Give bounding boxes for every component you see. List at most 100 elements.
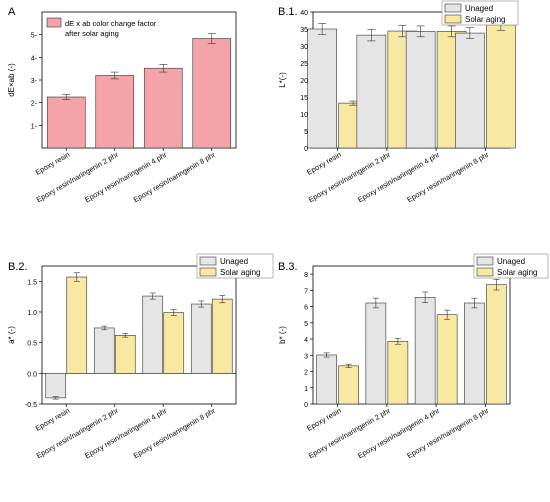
y-axis-label: dE×ab (-) bbox=[7, 63, 16, 97]
x-tick-label: Epoxy resin/naringenin 2 phr bbox=[307, 406, 392, 461]
y-tick-label: 6 bbox=[304, 305, 308, 312]
bar bbox=[356, 34, 387, 149]
x-tick-label: Epoxy resin bbox=[305, 406, 343, 433]
y-tick-label: 1- bbox=[31, 123, 38, 130]
bar bbox=[316, 354, 337, 405]
legend-swatch bbox=[444, 14, 462, 24]
bar bbox=[436, 314, 458, 405]
panel-label: B.3. bbox=[278, 261, 298, 273]
y-tick-label: 30 bbox=[300, 44, 308, 51]
legend: Unaged Solar aging bbox=[196, 253, 274, 279]
bar bbox=[114, 335, 136, 374]
plot-frame bbox=[312, 265, 511, 405]
bar bbox=[211, 298, 233, 374]
y-tick-label: 15 bbox=[300, 95, 308, 102]
x-tick-label: Epoxy resin/naringenin 8 phr bbox=[405, 406, 490, 461]
bar bbox=[455, 32, 485, 149]
legend-swatch bbox=[199, 256, 217, 266]
y-axis-label: a* (-) bbox=[7, 326, 16, 344]
legend-label: Unaged bbox=[497, 257, 525, 266]
legend-swatch bbox=[199, 267, 217, 277]
x-tick-label: Epoxy resin/naringenin 2 phr bbox=[307, 150, 392, 205]
legend-label: dE x ab color change factor bbox=[65, 19, 157, 28]
bar bbox=[163, 312, 185, 374]
y-tick-label: 3- bbox=[31, 78, 38, 85]
bar bbox=[486, 284, 507, 405]
bar bbox=[95, 75, 135, 149]
x-tick-label: Epoxy resin/naringenin 4 phr bbox=[356, 150, 441, 205]
y-tick-label: -0.5 bbox=[25, 402, 37, 409]
y-tick-label: 35 bbox=[300, 27, 308, 34]
bar bbox=[45, 373, 67, 399]
y-tick-label: 5 bbox=[304, 321, 308, 328]
y-tick-label: 3 bbox=[304, 353, 308, 360]
x-tick-label: Epoxy resin/naringenin 2 phr bbox=[35, 406, 120, 461]
legend-swatch bbox=[476, 267, 494, 277]
legend-swatch bbox=[46, 17, 62, 28]
x-tick-label: Epoxy resin/naringenin 4 phr bbox=[83, 150, 168, 205]
x-tick-label: Epoxy resin/naringenin 4 phr bbox=[83, 406, 168, 461]
bar bbox=[143, 67, 183, 149]
y-tick-label: 5 bbox=[304, 129, 308, 136]
legend: Unaged Solar aging bbox=[441, 0, 519, 26]
bar bbox=[93, 327, 115, 374]
y-axis-label: L*(-) bbox=[278, 72, 287, 88]
plot-frame bbox=[41, 265, 237, 405]
y-tick-label: 20 bbox=[300, 78, 308, 85]
x-tick-label: Epoxy resin/naringenin 2 phr bbox=[35, 150, 120, 205]
y-tick-label: 8 bbox=[304, 272, 308, 279]
y-tick-label: 1.0 bbox=[27, 310, 37, 317]
x-tick-label: Epoxy resin/naringenin 8 phr bbox=[405, 150, 490, 205]
legend-label: Unaged bbox=[465, 4, 493, 13]
y-tick-label: 4 bbox=[304, 337, 308, 344]
y-tick-label: 2 bbox=[304, 370, 308, 377]
y-tick-label: 0 bbox=[304, 402, 308, 409]
chart-panel-B2: B.2.-0.50.00.51.01.5a* (-)Epoxy resinEpo… bbox=[7, 253, 274, 461]
y-tick-label: 1 bbox=[304, 386, 308, 393]
y-tick-label: 10 bbox=[300, 112, 308, 119]
y-tick-label: 0.0 bbox=[27, 371, 37, 378]
y-tick-label: 0.5 bbox=[27, 341, 37, 348]
bar bbox=[190, 303, 212, 374]
x-tick-label: Epoxy resin/naringenin 8 phr bbox=[132, 150, 217, 205]
y-tick-label: 2- bbox=[31, 101, 38, 108]
y-tick-label: 25 bbox=[300, 61, 308, 68]
bar bbox=[387, 341, 409, 405]
y-tick-label: 7 bbox=[304, 288, 308, 295]
legend-swatch bbox=[476, 256, 494, 266]
y-tick-label: 0 bbox=[304, 146, 308, 153]
y-tick-label: 5- bbox=[31, 33, 38, 40]
x-tick-label: Epoxy resin bbox=[305, 150, 343, 177]
legend-swatch bbox=[444, 3, 462, 13]
x-tick-label: Epoxy resin bbox=[34, 406, 72, 433]
bar bbox=[365, 302, 387, 405]
legend-label: Solar aging bbox=[465, 15, 505, 24]
bar bbox=[338, 365, 359, 405]
bar bbox=[464, 302, 485, 405]
bar bbox=[414, 297, 436, 405]
y-tick-label: 4- bbox=[31, 55, 38, 62]
legend: Unaged Solar aging bbox=[473, 253, 549, 279]
panel-label: B.2. bbox=[8, 261, 28, 273]
panel-label: B.1. bbox=[278, 6, 298, 18]
bar bbox=[66, 276, 88, 374]
legend-label: after solar aging bbox=[65, 29, 119, 38]
x-tick-label: Epoxy resin bbox=[34, 150, 72, 177]
y-tick-label: 40 bbox=[300, 10, 308, 17]
y-tick-label: 1.5 bbox=[27, 279, 37, 286]
bar bbox=[142, 295, 164, 374]
x-tick-label: Epoxy resin/naringenin 8 phr bbox=[132, 406, 217, 461]
bar bbox=[486, 24, 516, 149]
legend-label: Solar aging bbox=[497, 268, 537, 277]
legend-label: Unaged bbox=[220, 257, 248, 266]
bar bbox=[46, 96, 86, 149]
y-axis-label: b* (-) bbox=[278, 326, 287, 344]
legend-label: Solar aging bbox=[220, 268, 260, 277]
bar bbox=[405, 31, 436, 149]
panel-label: A bbox=[8, 6, 16, 18]
